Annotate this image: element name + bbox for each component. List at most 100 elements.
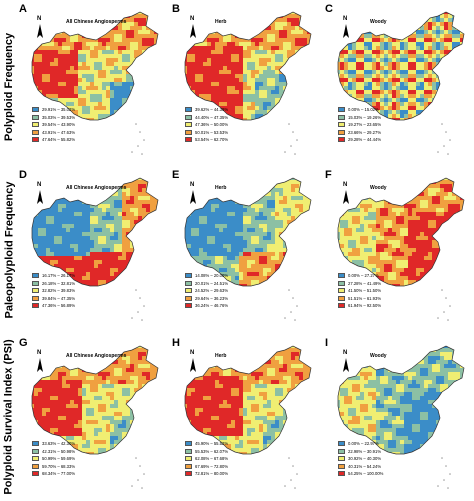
grid-cell	[364, 50, 368, 54]
map-legend: 29.91% – 35.02% 35.03% – 39.53% 39.54% – 4…	[32, 106, 92, 144]
grid-cell	[464, 106, 468, 110]
grid-cell	[279, 46, 283, 50]
grid-cell	[138, 74, 142, 78]
grid-cell	[191, 228, 195, 232]
grid-cell	[54, 178, 58, 180]
grid-cell	[70, 12, 74, 14]
grid-cell	[134, 26, 138, 30]
grid-cell	[412, 54, 416, 58]
grid-cell	[78, 98, 82, 102]
grid-cell	[307, 224, 311, 228]
grid-cell	[134, 54, 138, 58]
grid-cell	[74, 244, 78, 248]
grid-cell	[74, 178, 78, 180]
grid-cell	[150, 102, 154, 106]
grid-cell	[78, 12, 82, 14]
grid-cell	[259, 192, 263, 196]
grid-cell	[452, 38, 456, 42]
grid-cell	[259, 232, 263, 236]
grid-cell	[34, 66, 38, 70]
grid-cell	[102, 82, 106, 86]
grid-cell	[106, 34, 110, 38]
grid-cell	[146, 224, 150, 228]
grid-cell	[66, 102, 70, 106]
grid-cell	[360, 62, 364, 66]
grid-cell	[62, 232, 66, 236]
grid-cell	[146, 288, 150, 292]
grid-cell	[235, 62, 239, 66]
grid-cell	[54, 12, 58, 14]
legend-swatch	[32, 303, 39, 309]
grid-cell	[219, 212, 223, 216]
grid-cell	[58, 180, 62, 184]
grid-cell	[130, 244, 134, 248]
grid-cell	[368, 82, 372, 86]
grid-cell	[428, 18, 432, 22]
grid-cell	[243, 102, 247, 106]
grid-cell	[376, 78, 380, 82]
grid-cell	[311, 268, 315, 272]
grid-cell	[408, 110, 412, 114]
grid-cell	[352, 66, 356, 70]
grid-cell	[291, 178, 295, 180]
grid-cell	[392, 42, 396, 46]
grid-cell	[70, 248, 74, 252]
grid-cell	[54, 38, 58, 42]
grid-cell	[275, 70, 279, 74]
grid-cell	[416, 70, 420, 74]
grid-cell	[400, 58, 404, 62]
grid-cell	[311, 66, 315, 70]
grid-cell	[412, 22, 416, 26]
grid-cell	[408, 58, 412, 62]
grid-cell	[142, 200, 146, 204]
grid-cell	[271, 82, 275, 86]
grid-cell	[420, 50, 424, 54]
grid-cell	[138, 98, 142, 102]
grid-cell	[396, 42, 400, 46]
grid-cell	[287, 50, 291, 54]
grid-cell	[283, 50, 287, 54]
grid-cell	[82, 42, 86, 46]
grid-cell	[215, 74, 219, 78]
grid-cell	[251, 212, 255, 216]
grid-cell	[126, 248, 130, 252]
grid-cell	[66, 180, 70, 184]
grid-cell	[464, 94, 468, 98]
grid-cell	[291, 18, 295, 22]
grid-cell	[130, 204, 134, 208]
grid-cell	[122, 184, 126, 188]
grid-cell	[154, 78, 158, 82]
grid-cell	[412, 18, 416, 22]
grid-cell	[223, 26, 227, 30]
grid-cell	[271, 46, 275, 50]
grid-cell	[452, 98, 456, 102]
grid-cell	[299, 268, 303, 272]
grid-cell	[130, 184, 134, 188]
grid-cell	[82, 220, 86, 224]
grid-cell	[364, 78, 368, 82]
grid-cell	[259, 236, 263, 240]
grid-cell	[243, 58, 247, 62]
grid-cell	[158, 180, 162, 184]
grid-cell	[251, 70, 255, 74]
grid-cell	[291, 106, 295, 110]
grid-cell	[364, 98, 368, 102]
grid-cell	[340, 78, 344, 82]
grid-cell	[138, 178, 142, 180]
grid-cell	[392, 98, 396, 102]
grid-cell	[255, 42, 259, 46]
grid-cell	[199, 74, 203, 78]
grid-cell	[444, 58, 448, 62]
legend-item: 0.00% – 15.02%	[338, 106, 398, 114]
grid-cell	[404, 98, 408, 102]
grid-cell	[400, 70, 404, 74]
grid-cell	[295, 66, 299, 70]
grid-cell	[70, 98, 74, 102]
grid-cell	[215, 66, 219, 70]
grid-cell	[211, 90, 215, 94]
island-marker	[445, 131, 447, 133]
grid-cell	[74, 42, 78, 46]
grid-cell	[150, 94, 154, 98]
grid-cell	[456, 94, 460, 98]
grid-cell	[452, 178, 456, 180]
